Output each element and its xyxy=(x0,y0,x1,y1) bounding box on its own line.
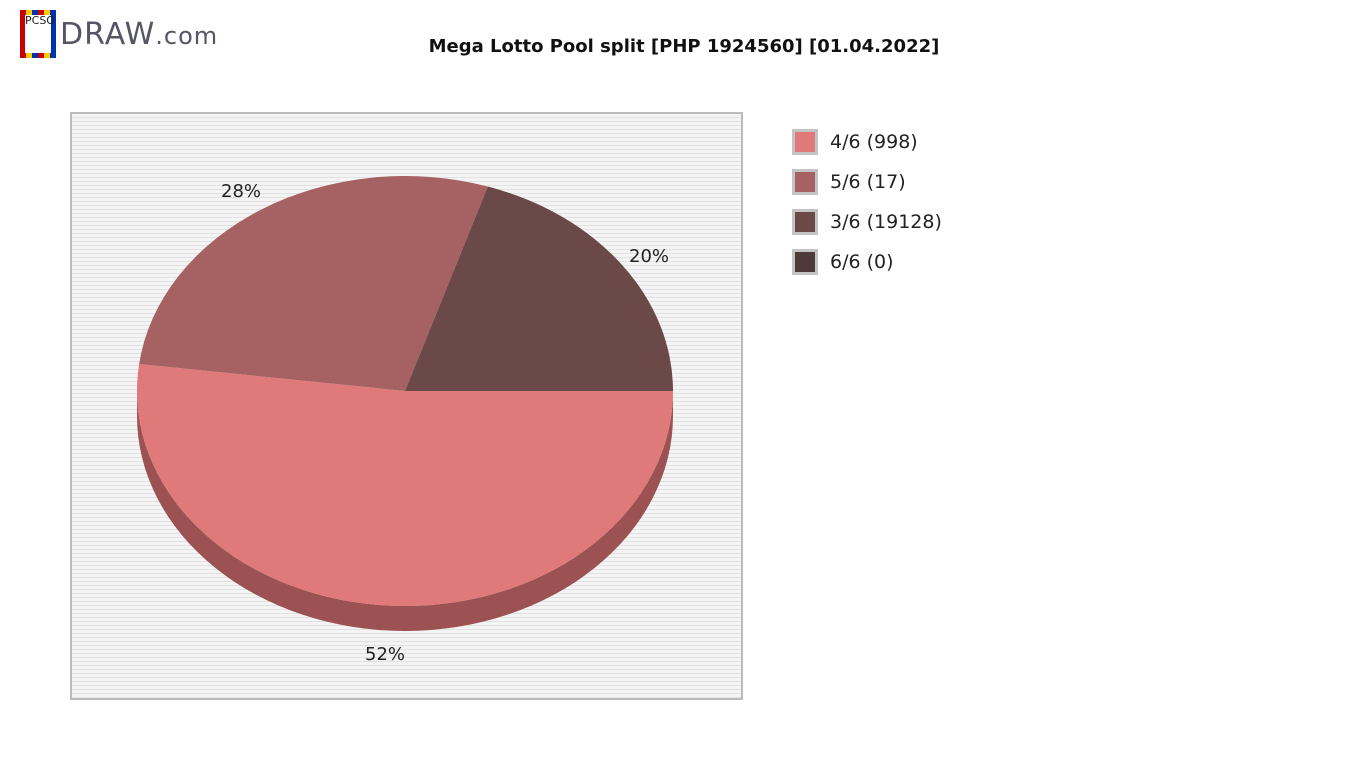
logo[interactable]: PCSO DRAW.com xyxy=(20,10,218,58)
legend-item: 3/6 (19128) xyxy=(792,202,942,242)
data-label-0: 52% xyxy=(365,644,406,665)
pie-slice-1 xyxy=(139,175,488,391)
data-label-1: 28% xyxy=(221,181,262,202)
pie-slice-0 xyxy=(137,364,674,606)
pie-slice-2 xyxy=(405,186,673,391)
legend-swatch xyxy=(792,169,818,195)
legend-swatch xyxy=(792,209,818,235)
legend: 4/6 (998) 5/6 (17) 3/6 (19128) 6/6 (0) xyxy=(792,122,942,282)
logo-text: DRAW.com xyxy=(60,16,219,52)
legend-item: 4/6 (998) xyxy=(792,122,942,162)
legend-swatch xyxy=(792,129,818,155)
legend-item: 5/6 (17) xyxy=(792,162,942,202)
chart-title: Mega Lotto Pool split [PHP 1924560] [01.… xyxy=(428,36,940,57)
data-label-2: 20% xyxy=(629,246,670,267)
legend-swatch xyxy=(792,249,818,275)
legend-item: 6/6 (0) xyxy=(792,242,942,282)
pcso-badge: PCSO xyxy=(20,10,56,58)
